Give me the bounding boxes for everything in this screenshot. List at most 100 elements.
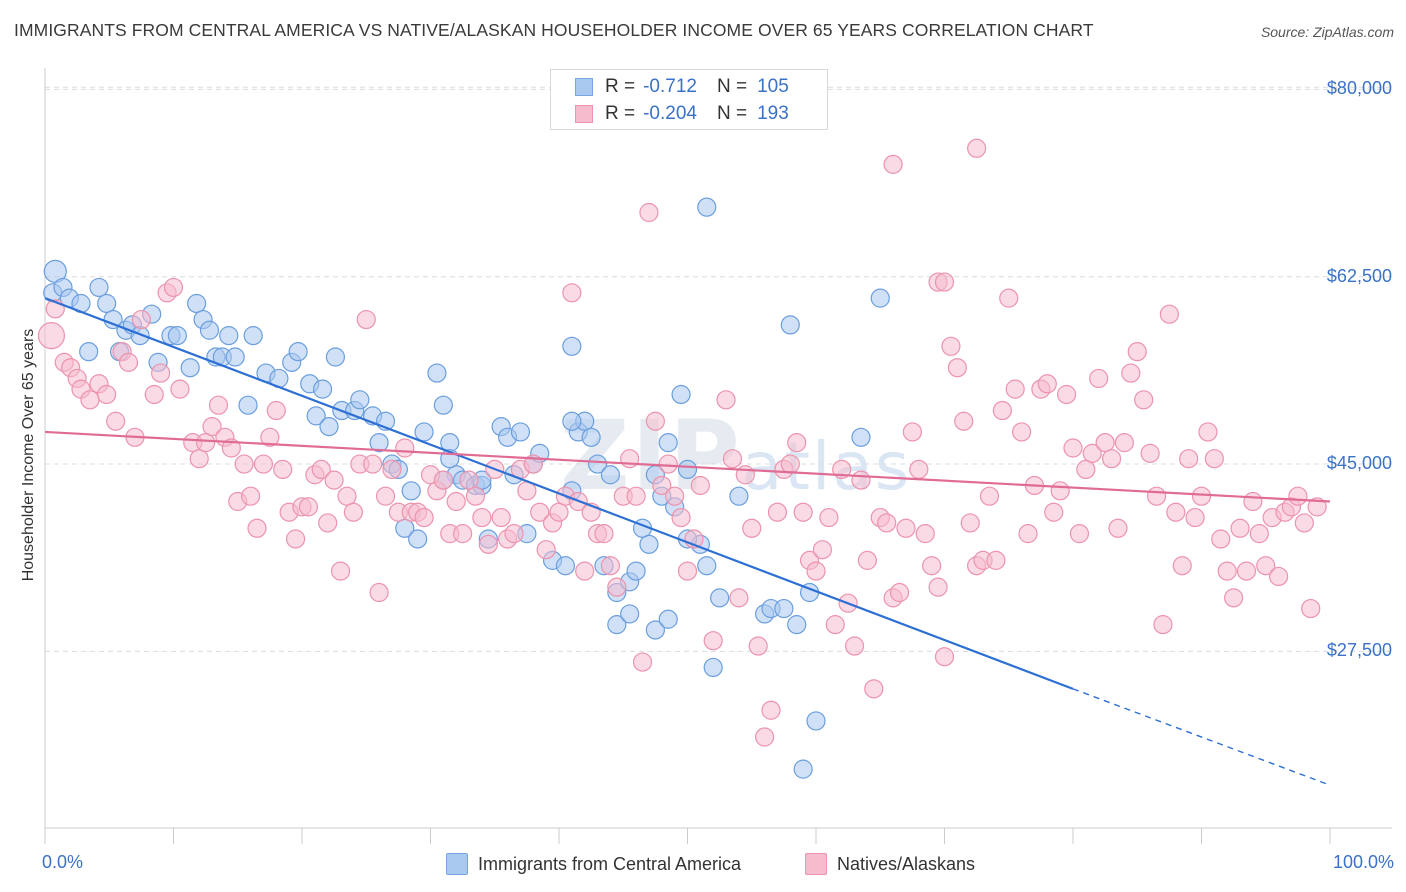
point-natives [337, 486, 357, 506]
point-natives [189, 449, 209, 469]
point-natives [151, 363, 171, 383]
point-immigrants [620, 604, 640, 624]
point-natives [999, 288, 1019, 308]
point-immigrants [626, 561, 646, 581]
point-immigrants [89, 277, 109, 298]
legend-n-value: 193 [757, 103, 789, 124]
point-natives [1108, 518, 1128, 538]
point-natives [941, 336, 961, 356]
point-natives [1121, 363, 1141, 383]
point-natives [677, 561, 698, 581]
point-immigrants [710, 588, 730, 608]
point-natives [118, 352, 139, 372]
point-immigrants [180, 358, 200, 378]
point-natives [106, 411, 126, 431]
point-natives [780, 454, 800, 474]
point-immigrants [639, 534, 659, 554]
point-natives [665, 486, 685, 506]
point-immigrants [562, 411, 582, 431]
point-immigrants [671, 384, 691, 405]
point-natives [960, 513, 980, 533]
bottom-legend-immigrants: Immigrants from Central America [446, 852, 741, 876]
point-immigrants [433, 395, 453, 415]
x-tick-label-max: 100.0% [1332, 852, 1394, 872]
point-immigrants [774, 598, 794, 619]
point-immigrants [414, 422, 434, 442]
point-natives [915, 524, 935, 544]
point-natives [1011, 422, 1032, 442]
point-natives [889, 582, 910, 603]
point-natives [196, 433, 216, 453]
point-immigrants [600, 465, 621, 485]
point-natives [1140, 443, 1160, 463]
point-immigrants [870, 288, 890, 308]
point-natives [1230, 518, 1250, 538]
point-natives [690, 475, 710, 496]
point-immigrants [677, 459, 698, 480]
point-natives [247, 518, 267, 538]
legend-swatch-natives [575, 105, 593, 123]
point-immigrants [350, 390, 370, 410]
point-natives [1146, 486, 1167, 506]
point-natives [645, 411, 665, 431]
point-immigrants [806, 711, 826, 731]
point-natives [208, 395, 229, 415]
point-natives [1294, 513, 1314, 533]
legend-n-label: N = [716, 76, 748, 97]
point-immigrants [562, 336, 582, 356]
point-natives [80, 390, 100, 410]
trend-line-immigrants-extension [1072, 688, 1331, 786]
point-natives [1204, 449, 1224, 469]
point-natives [1191, 486, 1212, 506]
point-natives [902, 422, 922, 442]
point-natives [729, 588, 749, 608]
point-natives [285, 529, 306, 549]
point-natives [330, 561, 351, 581]
legend-row-immigrants: R = -0.712 N = 105 [575, 74, 789, 100]
point-natives [1153, 615, 1173, 635]
point-natives [318, 513, 338, 533]
point-natives [1082, 443, 1102, 463]
watermark-atlas: atlas [741, 428, 912, 505]
point-natives [954, 411, 974, 431]
point-natives [1095, 433, 1115, 453]
legend-n-value: 105 [757, 76, 789, 97]
x-tick-label-min: 0.0% [42, 852, 84, 872]
point-natives [1044, 502, 1064, 522]
point-natives [562, 283, 582, 303]
point-immigrants [167, 326, 187, 346]
point-natives [928, 577, 948, 597]
point-immigrants [312, 379, 333, 399]
y-tick-label: $27,500 [1326, 640, 1392, 661]
point-immigrants [427, 363, 447, 383]
point-natives [343, 502, 363, 522]
point-natives [472, 507, 492, 528]
point-natives [97, 384, 117, 405]
bottom-legend-swatch-immigrants [446, 853, 468, 875]
point-immigrants [225, 347, 245, 367]
point-immigrants [581, 427, 601, 447]
point-immigrants [697, 197, 717, 217]
y-tick-label: $45,000 [1326, 453, 1392, 474]
point-natives [1069, 524, 1090, 544]
point-immigrants [325, 347, 346, 367]
point-natives [1134, 390, 1154, 410]
point-immigrants [238, 395, 258, 415]
point-natives [761, 700, 781, 720]
point-natives [748, 636, 768, 656]
point-immigrants [199, 320, 220, 340]
point-natives [934, 647, 955, 667]
point-immigrants [658, 609, 678, 629]
point-natives [1050, 481, 1070, 501]
point-immigrants [703, 657, 723, 678]
chart-title: IMMIGRANTS FROM CENTRAL AMERICA VS NATIV… [14, 20, 1094, 40]
legend-r-value: -0.204 [643, 103, 697, 124]
point-natives [819, 507, 839, 528]
point-immigrants [658, 433, 678, 453]
point-natives [37, 322, 66, 350]
point-natives [575, 561, 595, 581]
point-natives [626, 486, 646, 506]
point-immigrants [288, 342, 308, 362]
y-tick-label: $80,000 [1326, 78, 1392, 99]
point-natives [979, 486, 1000, 506]
